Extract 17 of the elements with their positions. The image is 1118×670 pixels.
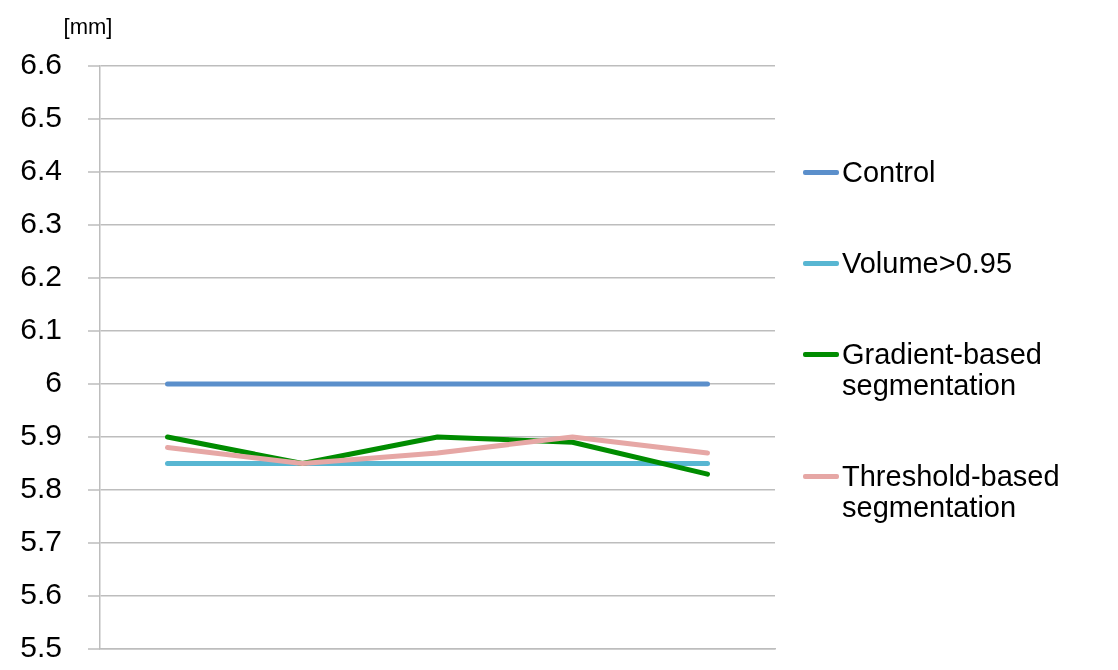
legend-label: Volume>0.95 (842, 246, 1013, 279)
y-tick-label: 5.9 (20, 418, 62, 452)
y-tick-label: 6 (45, 365, 62, 399)
y-tick-label: 6.3 (20, 206, 62, 240)
y-tick-label: 6.5 (20, 100, 62, 134)
y-tick-label: 6.6 (20, 47, 62, 81)
y-tick-label: 6.4 (20, 153, 62, 187)
legend-label: Threshold-based segmentation (842, 459, 1061, 523)
legend-label: Gradient-based segmentation (842, 337, 1043, 401)
y-tick-label: 6.1 (20, 312, 62, 346)
y-tick-label: 5.7 (20, 524, 62, 558)
legend-label: Control (842, 155, 936, 188)
y-tick-label: 5.5 (20, 630, 62, 664)
y-tick-label: 6.2 (20, 259, 62, 293)
y-axis-title: [mm] (63, 14, 113, 40)
y-tick-label: 5.8 (20, 471, 62, 505)
y-tick-label: 5.6 (20, 577, 62, 611)
